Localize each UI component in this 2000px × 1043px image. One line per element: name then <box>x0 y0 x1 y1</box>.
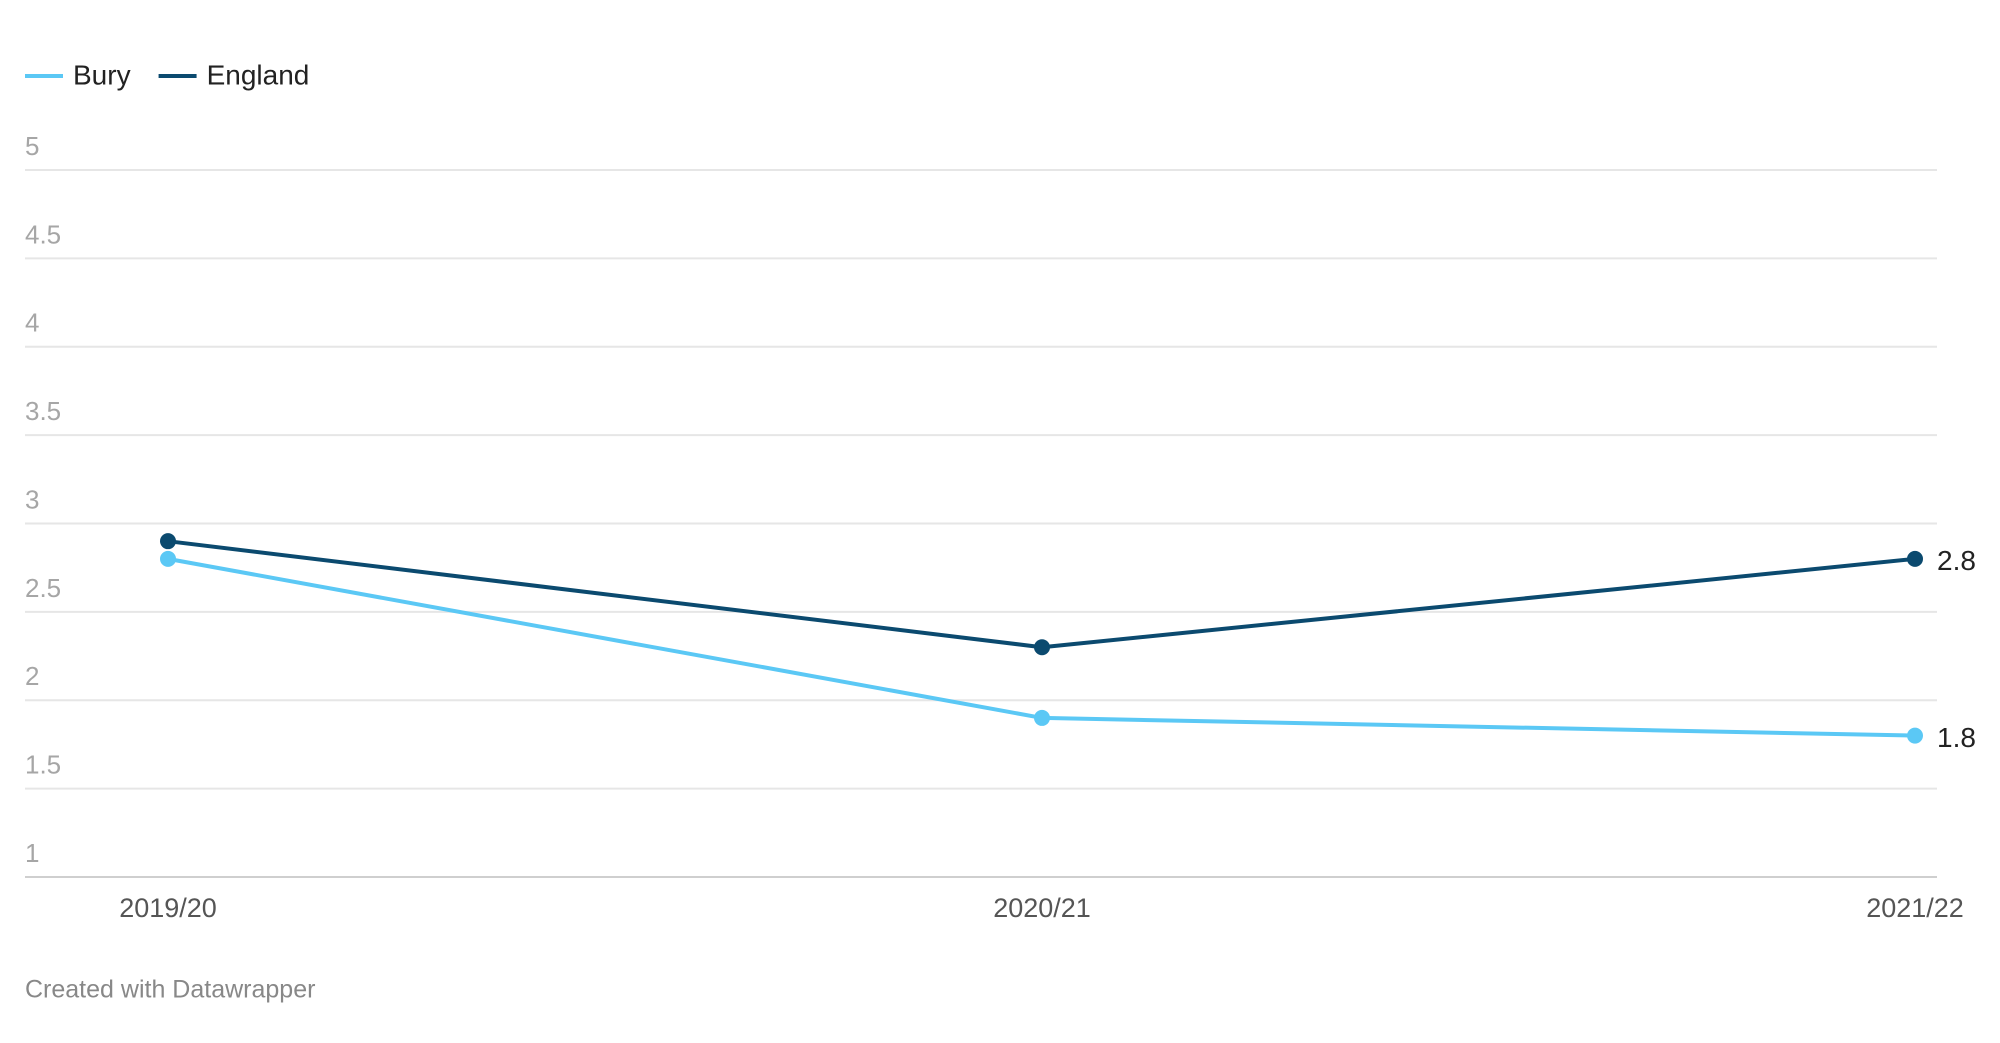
value-label: 2.8 <box>1937 545 1976 576</box>
y-tick-label: 4.5 <box>25 219 61 249</box>
point <box>160 533 176 550</box>
series-line <box>167 539 1916 650</box>
legend-label: England <box>207 59 310 90</box>
point <box>1907 727 1923 744</box>
point <box>1034 709 1050 726</box>
y-tick-label: 1.5 <box>25 750 61 780</box>
value-label: 1.8 <box>1937 722 1976 753</box>
point <box>1907 550 1923 567</box>
x-tick-label: 2020/21 <box>993 893 1091 923</box>
y-tick-label: 5 <box>25 131 39 161</box>
y-tick-label: 3 <box>25 484 39 514</box>
y-tick-label: 1 <box>25 838 39 868</box>
point <box>160 550 176 567</box>
x-tick-label: 2019/20 <box>119 893 217 923</box>
legend-label: Bury <box>73 59 131 90</box>
y-tick-label: 2 <box>25 661 39 691</box>
y-tick-label: 4 <box>25 308 39 338</box>
y-tick-label: 2.5 <box>25 573 61 603</box>
point <box>1034 639 1050 656</box>
footer: Created with Datawrapper <box>25 976 315 1004</box>
x-tick-label: 2021/22 <box>1866 893 1964 923</box>
y-tick-label: 3.5 <box>25 396 61 426</box>
